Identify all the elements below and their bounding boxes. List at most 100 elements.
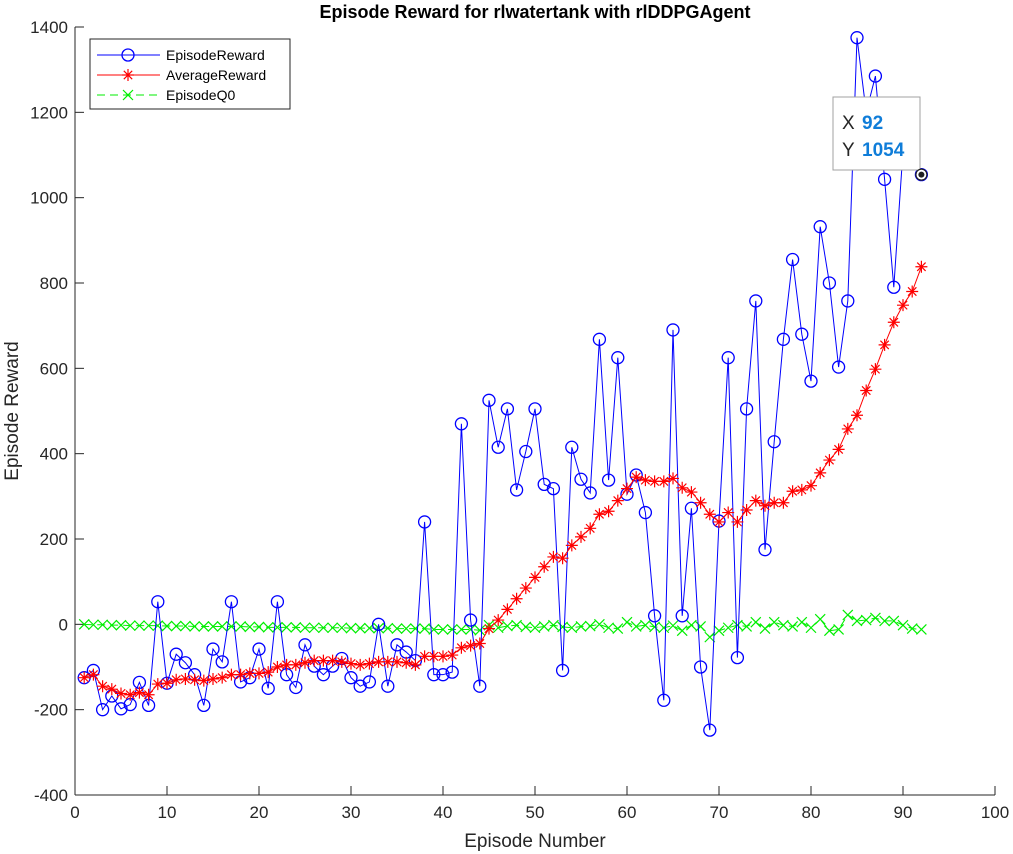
data-point bbox=[308, 622, 320, 634]
data-point bbox=[767, 435, 781, 449]
x-axis-label: Episode Number bbox=[464, 831, 606, 852]
datatip[interactable]: X 92 Y 1054 bbox=[832, 96, 928, 181]
data-point bbox=[648, 475, 661, 488]
y-tick-label: 1000 bbox=[30, 189, 68, 208]
data-point bbox=[639, 474, 652, 487]
data-point bbox=[887, 280, 901, 294]
data-point bbox=[878, 338, 891, 351]
data-point bbox=[731, 619, 743, 631]
data-point bbox=[768, 616, 780, 628]
data-point bbox=[373, 622, 385, 634]
data-point bbox=[584, 522, 597, 535]
data-point bbox=[804, 374, 818, 388]
data-point bbox=[639, 619, 651, 631]
data-point bbox=[897, 619, 909, 631]
data-point bbox=[879, 615, 891, 627]
data-point bbox=[417, 515, 432, 529]
data-point bbox=[601, 473, 616, 487]
axes: 0 10 20 30 40 50 60 70 80 90 100 -400 -200 0 200 400 600… bbox=[30, 18, 1009, 822]
data-point bbox=[390, 638, 404, 652]
data-point bbox=[657, 475, 670, 488]
data-point bbox=[906, 285, 919, 298]
x-tick-label: 0 bbox=[70, 803, 79, 822]
data-point bbox=[271, 661, 284, 673]
data-point bbox=[703, 508, 716, 521]
data-point bbox=[473, 679, 487, 693]
data-point bbox=[566, 622, 578, 634]
data-point bbox=[593, 508, 606, 521]
data-point bbox=[179, 672, 192, 685]
data-point bbox=[262, 621, 274, 633]
legend-entries: EpisodeReward AverageReward EpisodeQ0 bbox=[97, 47, 266, 103]
data-point bbox=[483, 622, 495, 635]
data-point bbox=[621, 616, 633, 628]
data-point bbox=[649, 621, 661, 633]
data-point bbox=[115, 687, 127, 700]
data-point bbox=[133, 620, 145, 632]
data-point bbox=[666, 323, 680, 337]
data-point bbox=[362, 675, 377, 689]
data-point bbox=[529, 571, 541, 584]
data-point bbox=[593, 618, 605, 630]
y-tick-label: 0 bbox=[59, 615, 68, 634]
datatip-box bbox=[832, 96, 921, 171]
data-point bbox=[795, 483, 808, 496]
data-point bbox=[602, 505, 615, 518]
data-point bbox=[630, 621, 642, 632]
data-point bbox=[915, 624, 927, 635]
data-point bbox=[676, 625, 688, 637]
data-point bbox=[207, 621, 219, 632]
data-point bbox=[730, 650, 745, 665]
data-point bbox=[777, 496, 790, 509]
data-point bbox=[280, 658, 293, 671]
y-tick-label: -200 bbox=[34, 701, 68, 720]
data-point bbox=[464, 639, 477, 652]
data-point bbox=[722, 506, 735, 519]
data-point bbox=[575, 621, 587, 632]
data-point bbox=[722, 622, 734, 634]
data-point bbox=[731, 515, 744, 528]
data-point bbox=[299, 656, 311, 669]
data-point bbox=[776, 332, 791, 346]
data-point bbox=[381, 679, 395, 693]
legend-entry: EpisodeQ0 bbox=[97, 87, 235, 103]
x-tick-label: 40 bbox=[434, 803, 453, 822]
data-point bbox=[831, 360, 846, 374]
data-point bbox=[151, 595, 165, 609]
legend[interactable]: EpisodeReward AverageReward EpisodeQ0 bbox=[89, 38, 291, 110]
data-point bbox=[492, 622, 504, 634]
data-point bbox=[694, 496, 707, 509]
data-point bbox=[234, 668, 247, 681]
legend-label: EpisodeQ0 bbox=[166, 87, 235, 103]
data-point bbox=[335, 655, 348, 668]
data-point bbox=[289, 658, 302, 671]
data-point bbox=[695, 621, 707, 632]
data-point bbox=[95, 703, 110, 717]
data-point bbox=[868, 69, 883, 83]
data-point bbox=[630, 471, 643, 484]
data-point bbox=[575, 530, 587, 543]
data-point bbox=[197, 698, 211, 713]
chart-title: Episode Reward for rlwatertank with rlDD… bbox=[319, 2, 750, 22]
data-point bbox=[169, 647, 183, 661]
data-point bbox=[290, 621, 302, 633]
data-point bbox=[546, 482, 561, 496]
data-point bbox=[261, 681, 275, 695]
data-point bbox=[188, 673, 201, 686]
data-point bbox=[87, 668, 100, 681]
data-point bbox=[528, 402, 542, 416]
data-point bbox=[647, 609, 662, 623]
data-point bbox=[814, 466, 827, 479]
data-point bbox=[427, 668, 441, 682]
series-line bbox=[84, 614, 922, 638]
data-point bbox=[906, 623, 918, 635]
data-point bbox=[391, 623, 403, 635]
data-point bbox=[823, 454, 836, 467]
data-point bbox=[519, 582, 532, 595]
data-point bbox=[298, 638, 312, 652]
data-point bbox=[877, 172, 892, 186]
data-point bbox=[500, 402, 515, 416]
data-point bbox=[749, 494, 762, 507]
data-point bbox=[556, 552, 569, 565]
data-point bbox=[501, 620, 513, 632]
